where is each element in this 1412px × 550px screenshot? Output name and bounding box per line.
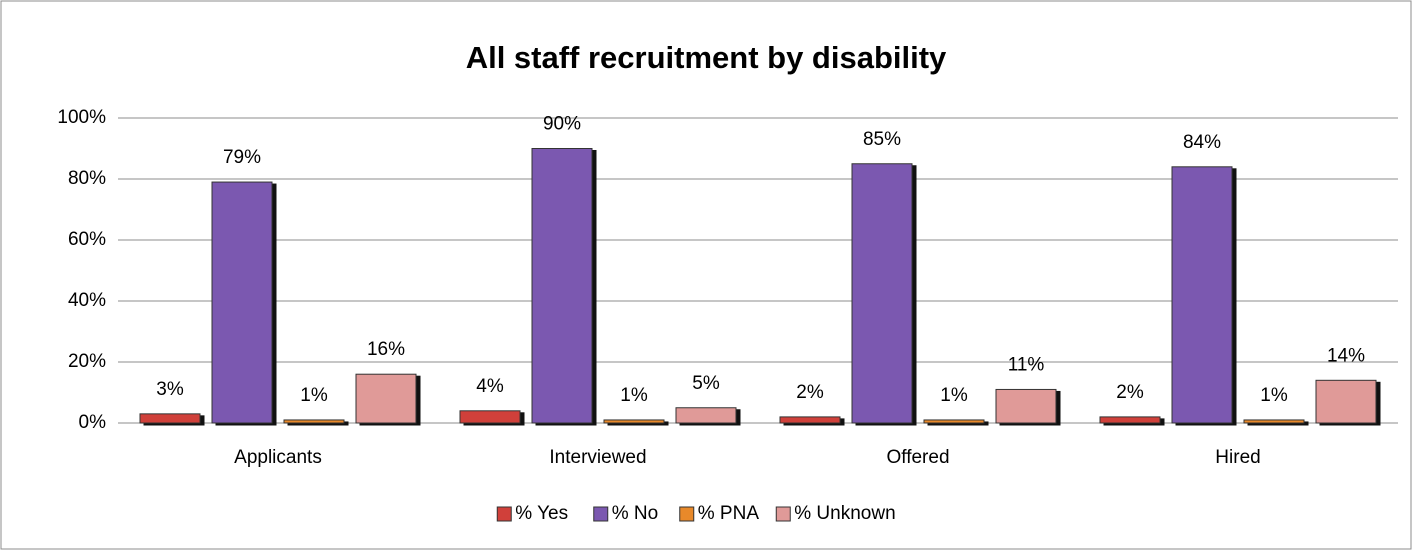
y-tick-label: 40% xyxy=(68,290,106,311)
y-tick-label: 0% xyxy=(79,412,107,433)
bar xyxy=(139,413,201,424)
bar xyxy=(1243,419,1305,424)
bar xyxy=(355,373,417,424)
x-tick-label: Interviewed xyxy=(549,447,646,468)
bar xyxy=(283,419,345,424)
data-label: 11% xyxy=(1008,354,1045,375)
bar xyxy=(675,407,737,424)
data-label: 2% xyxy=(796,382,824,403)
data-label: 4% xyxy=(476,376,504,397)
data-label: 90% xyxy=(543,114,581,135)
bar xyxy=(851,163,913,424)
legend-label: % No xyxy=(612,503,658,524)
legend-swatch xyxy=(679,506,695,522)
bar xyxy=(1099,416,1161,424)
data-label: 16% xyxy=(367,339,405,360)
y-tick-label: 80% xyxy=(68,168,106,189)
y-tick-label: 100% xyxy=(57,107,106,128)
y-tick-label: 60% xyxy=(68,229,106,250)
data-label: 1% xyxy=(300,385,328,406)
data-label: 84% xyxy=(1183,132,1221,153)
data-label: 14% xyxy=(1327,345,1365,366)
x-tick-label: Offered xyxy=(886,447,949,468)
x-tick-label: Applicants xyxy=(234,447,322,468)
legend-swatch xyxy=(593,506,609,522)
data-label: 3% xyxy=(156,379,184,400)
x-tick-label: Hired xyxy=(1215,447,1260,468)
bar xyxy=(211,181,273,424)
bar xyxy=(779,416,841,424)
data-label: 1% xyxy=(1260,385,1288,406)
bar xyxy=(459,410,521,424)
chart-title: All staff recruitment by disability xyxy=(466,40,947,75)
y-tick-label: 20% xyxy=(68,351,106,372)
data-label: 85% xyxy=(863,129,901,150)
legend-swatch xyxy=(775,506,791,522)
bar xyxy=(1315,379,1377,424)
legend-swatch xyxy=(496,506,512,522)
bar xyxy=(531,148,593,424)
data-label: 1% xyxy=(620,385,648,406)
bar xyxy=(923,419,985,424)
data-label: 5% xyxy=(692,373,720,394)
data-label: 79% xyxy=(223,147,261,168)
bar xyxy=(603,419,665,424)
bar xyxy=(995,388,1057,424)
bar xyxy=(1171,166,1233,424)
data-label: 1% xyxy=(940,385,968,406)
data-label: 2% xyxy=(1116,382,1144,403)
legend-label: % Yes xyxy=(515,503,568,524)
legend-label: % PNA xyxy=(698,503,760,524)
legend-label: % Unknown xyxy=(794,503,895,524)
